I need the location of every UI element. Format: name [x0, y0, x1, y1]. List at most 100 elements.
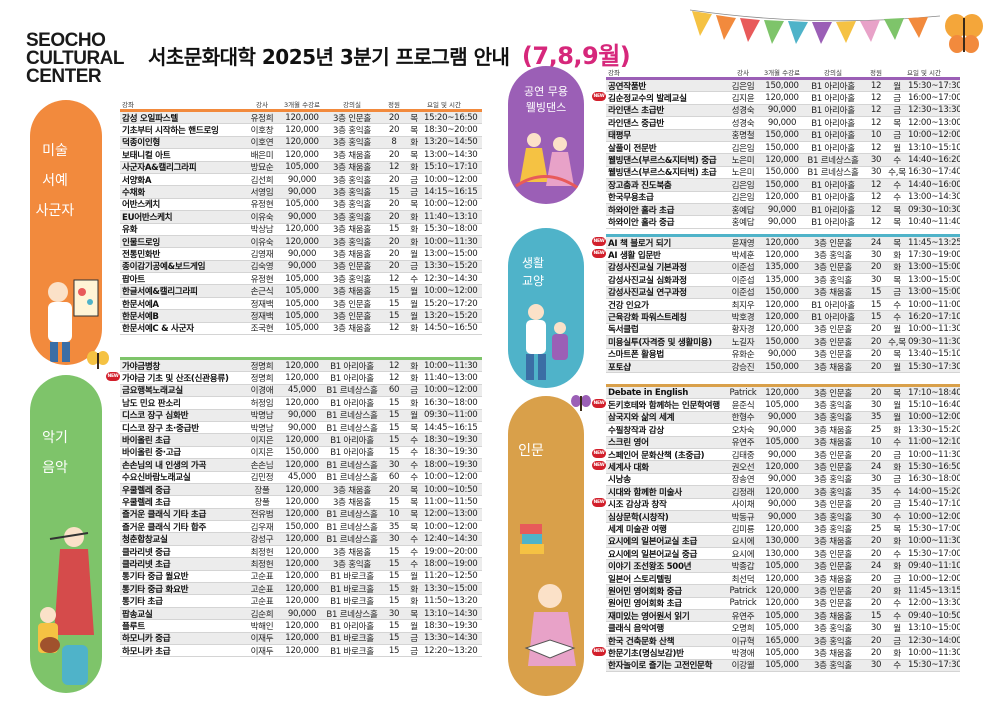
- time: 12:30~14:30: [424, 273, 478, 284]
- day: 수: [410, 535, 418, 546]
- instructor: 유정현: [250, 274, 274, 285]
- capacity: 20: [870, 387, 882, 398]
- fee: 150,000: [285, 447, 319, 458]
- day: 화: [410, 212, 418, 223]
- course-name: 원어민 영어회화 초급: [608, 599, 682, 610]
- day: 목: [893, 275, 901, 286]
- day: 목: [893, 388, 901, 399]
- instructor: 장풀: [254, 498, 270, 508]
- course-name: 한문서예C & 사군자: [122, 324, 194, 335]
- time: 10:40~11:40: [908, 216, 960, 227]
- fee: 90,000: [767, 204, 797, 215]
- day: 화: [410, 374, 418, 385]
- course-name: 김순정교수의 발레교실 NEW: [592, 92, 687, 105]
- course-name: 한문서예B: [122, 311, 159, 322]
- room: 3층 채움홀: [813, 537, 853, 548]
- table-row: 수채화 서영임 90,000 3층 홍익홀 15 금 14:15~16:15: [120, 186, 482, 199]
- course-name: 클라리넷 중급: [122, 547, 171, 558]
- table-row: 기초부터 시작하는 핸드로잉 이호창 120,000 3층 홍익홀 20 목 18:30~2…: [120, 124, 482, 137]
- instructor: 김은임: [731, 143, 755, 154]
- fee: 90,000: [287, 410, 317, 421]
- room: 3층 홍익홀: [813, 251, 853, 262]
- instructor: 고순표: [250, 572, 274, 583]
- table-row: 장고춤과 진도북춤 김은임 150,000 B1 아리아홀 12 수 14:40~16:00: [606, 179, 960, 192]
- instructor: 이준섭: [731, 263, 755, 274]
- fee: 90,000: [287, 422, 317, 433]
- room: B1 아리아홀: [811, 131, 855, 142]
- time: 10:00~12:00: [908, 412, 960, 423]
- table-row: 한국 건축문화 산책 이규혁 165,000 3층 홍익홀 20 금 12:30~14:00: [606, 634, 960, 648]
- capacity: 15: [388, 422, 400, 433]
- fee: 105,000: [765, 623, 799, 634]
- day: 수: [893, 661, 901, 672]
- fee: 120,000: [285, 633, 319, 644]
- time: 10:00~12:00: [424, 286, 478, 297]
- musicians-illustration: [38, 527, 94, 685]
- day: 화: [893, 425, 901, 436]
- table-row: 통기타 중급 화요반 고순표 120,000 B1 바로크홀 15 화 13:30~15:0…: [120, 583, 482, 596]
- fee: 45,000: [287, 385, 317, 396]
- capacity: 30: [388, 459, 400, 470]
- course-name: 공연작품반: [608, 81, 647, 92]
- time: 16:20~17:10: [908, 312, 960, 323]
- humanities-label: 인문: [518, 443, 544, 459]
- course-name: 팝송교실: [122, 609, 153, 620]
- header-name: 강좌: [608, 68, 620, 77]
- capacity: 20: [870, 548, 882, 559]
- instructor: 박동규: [731, 512, 755, 523]
- day: 월: [893, 624, 901, 635]
- course-name: 라인댄스 초급반: [608, 106, 664, 117]
- instructor: Patrick: [729, 387, 757, 398]
- instructor: 김은임: [731, 81, 755, 92]
- dance-category-pill: 공연 무용 웰빙댄스: [508, 66, 584, 204]
- day: 수: [410, 274, 418, 285]
- day: 금: [893, 288, 901, 299]
- fee: 120,000: [285, 645, 319, 656]
- course-name: 재미있는 영어원서 읽기: [608, 611, 690, 622]
- course-name: 전통민화반: [122, 250, 161, 260]
- room: 3층 홍익홀: [813, 624, 853, 635]
- day: 수: [410, 473, 418, 484]
- room: B1 바로크홀: [330, 646, 374, 657]
- capacity: 30: [870, 511, 882, 522]
- course-name: 손손님의 내 인생의 가곡: [122, 460, 207, 471]
- room: B1 아리아홀: [811, 143, 855, 154]
- fee: 90,000: [767, 105, 797, 116]
- capacity: 20: [870, 449, 882, 460]
- instructor: 박명남: [250, 423, 274, 434]
- day: 수: [893, 438, 901, 449]
- room: 3층 홍익홀: [332, 200, 372, 211]
- life-label: 생활 교양: [508, 254, 558, 290]
- instructor: 전유범: [250, 510, 274, 521]
- day: 월: [893, 401, 901, 412]
- table-row: 요시에의 일본어교실 중급 요시에 130,000 3층 인문홀 20 수 15:30~17…: [606, 548, 960, 561]
- instructor: 김은임: [731, 193, 755, 204]
- fee: 90,000: [287, 174, 317, 185]
- bunting-decoration: [690, 9, 940, 44]
- room: 3층 홍익홀: [813, 525, 853, 535]
- fee: 120,000: [285, 397, 319, 408]
- capacity: 8: [391, 137, 397, 148]
- table-row: 라인댄스 초급반 성경숙 90,000 B1 아리아홀 12 금 12:30~13:30: [606, 104, 960, 118]
- table-row: 돈키호테와 함께하는 인문학여행 NEW 윤준식 105,000 3층 홍익홀 30 월 15…: [592, 399, 960, 412]
- label-line: 사군자: [35, 203, 75, 219]
- art-category-pill: 미술 서예 사군자: [30, 100, 102, 365]
- new-badge: NEW: [592, 448, 606, 458]
- instructor: 박상남: [250, 225, 274, 236]
- day: 화: [410, 324, 418, 335]
- table-row: 종이감기공예&보드게임 김숙영 90,000 3층 인문홀 20 금 13:30~15:20: [120, 260, 482, 274]
- course-name: 하모니카 초급: [122, 646, 171, 657]
- room: 3층 홍익홀: [332, 212, 372, 223]
- day: 금: [893, 106, 901, 117]
- time: 10:00~12:00: [908, 130, 960, 141]
- table-row: 수요신바람노래교실 김민정 45,000 B1 르네상스홀 60 수 10:00~12:00: [120, 472, 482, 484]
- fee: 120,000: [285, 583, 319, 594]
- capacity: 20: [870, 262, 882, 273]
- room: 3층 홍익홀: [332, 138, 372, 149]
- capacity: 20: [870, 647, 882, 658]
- day: 금: [410, 646, 418, 657]
- fee: 120,000: [285, 137, 319, 148]
- course-name: 시낭송: [608, 475, 631, 486]
- fee: 90,000: [767, 424, 797, 435]
- capacity: 15: [388, 447, 400, 458]
